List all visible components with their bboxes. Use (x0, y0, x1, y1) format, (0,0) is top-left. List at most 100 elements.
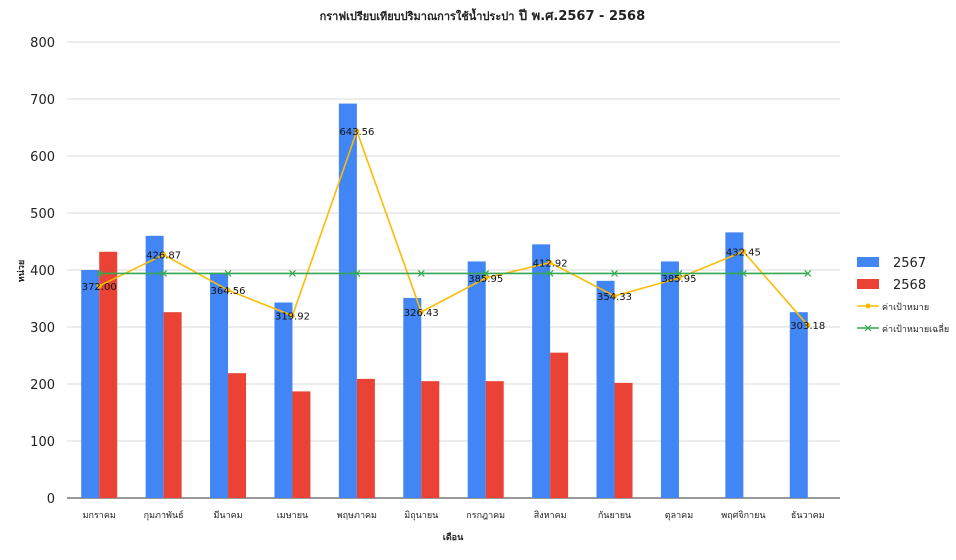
x-tick-label: ตุลาคม (665, 511, 693, 521)
y-tick-label: 600 (30, 150, 55, 165)
lines (95, 128, 812, 328)
bar-2568 (228, 373, 247, 498)
point-ค่าเป้าหมายเฉลี่ย (804, 269, 812, 277)
y-tick-label: 300 (30, 321, 55, 336)
bar-2567 (403, 297, 422, 498)
point-ค่าเป้าหมาย (354, 128, 360, 134)
x-tick-label: กุมภาพันธ์ (144, 509, 184, 521)
point-ค่าเป้าหมายเฉลี่ย (739, 269, 747, 277)
bar-2568 (356, 378, 375, 498)
point-ค่าเป้าหมายเฉลี่ย (675, 269, 683, 277)
bar-2567 (789, 312, 808, 498)
y-axis: 0 100 200 300 400 500 600 700 800 (30, 36, 55, 507)
data-label: 412.92 (533, 259, 568, 270)
legend-label: ค่าเป้าหมายเฉลี่ย (882, 322, 949, 335)
x-tick-label: สิงหาคม (534, 510, 567, 521)
point-ค่าเป้าหมายเฉลี่ย (353, 269, 361, 277)
point-ค่าเป้าหมายเฉลี่ย (224, 269, 232, 277)
legend-label: 2568 (893, 278, 926, 293)
bar-2568 (485, 381, 504, 498)
bar-2568 (614, 382, 633, 498)
legend-swatch (857, 279, 879, 289)
point-ค่าเป้าหมายเฉลี่ย (95, 269, 103, 277)
data-label: 385.95 (468, 274, 503, 285)
data-label: 319.92 (275, 312, 310, 323)
x-tick-label: พฤศจิกายน (721, 510, 765, 521)
y-tick-label: 400 (30, 264, 55, 279)
data-label: 326.43 (404, 308, 439, 319)
bar-2568 (292, 391, 311, 498)
x-tick-label: พฤษภาคม (337, 511, 377, 521)
data-label: 354.33 (597, 292, 632, 303)
legend-label: ค่าเป้าหมาย (882, 302, 929, 313)
bar-2568 (163, 312, 182, 498)
point-ค่าเป้าหมาย (612, 293, 618, 299)
data-label: 426.87 (146, 251, 181, 262)
bar-2567 (660, 261, 679, 498)
x-tick-label: มกราคม (83, 511, 116, 521)
x-axis-title: เดือน (443, 531, 464, 543)
bar-2567 (596, 280, 615, 498)
chart-title: กราฟเปรียบเทียบปริมาณการใช้น้ำประปา (320, 8, 515, 23)
x-tick-label: มีนาคม (213, 510, 242, 521)
gridlines (67, 41, 840, 499)
legend-swatch (857, 257, 879, 267)
bar-2568 (99, 251, 118, 498)
point-ค่าเป้าหมายเฉลี่ย (289, 269, 296, 277)
point-ค่าเป้าหมายเฉลี่ย (482, 269, 490, 277)
point-ค่าเป้าหมายเฉลี่ย (160, 269, 168, 277)
bars (81, 103, 808, 499)
y-tick-label: 200 (30, 378, 55, 393)
x-tick-label: กรกฎาคม (466, 511, 505, 521)
y-tick-label: 100 (30, 435, 55, 450)
point-ค่าเป้าหมาย (676, 275, 682, 281)
bar-2567 (81, 270, 100, 498)
point-ค่าเป้าหมาย (805, 322, 811, 328)
point-ค่าเป้าหมายเฉลี่ย (611, 269, 618, 277)
point-ค่าเป้าหมาย (418, 309, 424, 315)
data-label: 385.95 (661, 274, 696, 285)
chart-title-year: ปี พ.ศ.2567 - 2568 (518, 8, 645, 24)
point-ค่าเป้าหมาย (161, 252, 167, 258)
data-label: 364.56 (211, 286, 246, 297)
point-ค่าเป้าหมาย (225, 287, 231, 293)
series-line-ค่าเป้าหมาย (98, 128, 809, 326)
x-axis: มกราคม กุมภาพันธ์ มีนาคม เมษายน พฤษภาคม มิถุน… (83, 509, 825, 521)
x-tick-label: เมษายน (277, 511, 308, 521)
y-tick-label: 800 (30, 36, 55, 51)
bar-2567 (532, 244, 551, 498)
y-tick-label: 500 (30, 207, 55, 222)
legend-marker (865, 303, 871, 309)
legend-marker (864, 324, 872, 332)
data-label: 303.18 (790, 321, 825, 332)
data-label: 432.45 (726, 248, 761, 259)
x-tick-label: มิถุนายน (404, 510, 438, 521)
legend-label: 2567 (893, 256, 926, 271)
bar-2567 (145, 235, 164, 499)
data-label: 643.56 (339, 127, 374, 138)
point-ค่าเป้าหมายเฉลี่ย (417, 269, 425, 277)
bar-2567 (274, 302, 293, 498)
x-tick-label: ธันวาคม (791, 511, 825, 521)
y-axis-title: หน่วย (16, 260, 27, 282)
point-ค่าเป้าหมายเฉลี่ย (546, 269, 554, 277)
y-tick-label: 0 (47, 492, 55, 507)
data-labels: 372.00 426.87 364.56 319.92 643.56 326.43 385.… (82, 127, 826, 332)
bar-2568 (421, 381, 440, 498)
y-tick-label: 700 (30, 93, 55, 108)
bar-2567 (210, 272, 229, 498)
bar-2567 (338, 103, 357, 498)
point-ค่าเป้าหมาย (547, 260, 553, 266)
bar-2568 (550, 352, 569, 498)
bar-2567 (467, 261, 486, 498)
point-ค่าเป้าหมาย (740, 249, 746, 255)
x-tick-label: กันยายน (598, 511, 631, 521)
data-label: 372.00 (82, 282, 117, 293)
point-ค่าเป้าหมาย (289, 313, 295, 319)
bar-2567 (725, 232, 744, 498)
point-ค่าเป้าหมาย (96, 283, 102, 289)
point-ค่าเป้าหมาย (483, 275, 489, 281)
